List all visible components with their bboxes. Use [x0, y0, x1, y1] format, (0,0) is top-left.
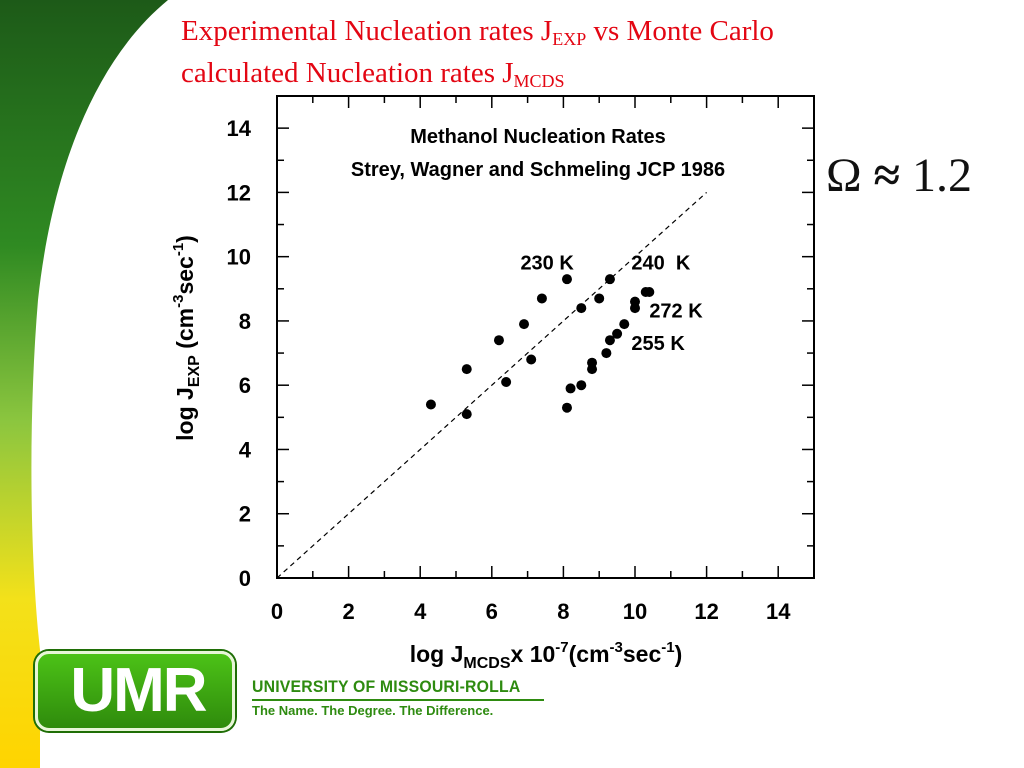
slide-title: Experimental Nucleation rates JEXP vs Mo…: [181, 10, 981, 94]
university-tagline: The Name. The Degree. The Difference.: [252, 703, 494, 718]
x-tick-label: 14: [766, 599, 791, 624]
data-point: [604, 274, 615, 285]
omega-equation: Ω ≈1.2: [826, 148, 972, 203]
data-point: [630, 303, 640, 314]
data-point: [587, 364, 598, 375]
data-point: [536, 293, 547, 304]
data-point: [526, 354, 537, 365]
data-point: [501, 376, 512, 387]
data-point: [619, 319, 630, 330]
data-point: [594, 293, 605, 304]
data-point: [604, 335, 615, 346]
data-point: [565, 383, 576, 394]
umr-logo: UMR: [35, 651, 235, 731]
slide-title-line-2: calculated Nucleation rates JMCDS: [181, 57, 565, 91]
umr-logo-text: UMR: [70, 656, 207, 725]
temperature-label: 272 K: [649, 301, 703, 323]
data-point: [425, 399, 436, 410]
y-tick-label: 12: [227, 180, 251, 205]
data-point: [561, 402, 572, 413]
x-tick-label: 10: [623, 599, 647, 624]
university-name: UNIVERSITY OF MISSOURI-ROLLA: [252, 677, 521, 696]
data-point: [561, 274, 572, 285]
y-tick-label: 8: [239, 309, 251, 334]
y-tick-label: 2: [239, 502, 251, 527]
x-tick-label: 2: [342, 599, 354, 624]
annotations: 230 K 240 K 272 K 255 K: [520, 253, 703, 355]
x-tick-label: 4: [414, 599, 427, 624]
temperature-label: 240 K: [631, 253, 690, 275]
y-tick-label: 4: [239, 437, 252, 462]
x-tick-label: 12: [694, 599, 718, 624]
temperature-label: 255 K: [631, 333, 685, 355]
tick-marks: [276, 95, 815, 579]
x-axis-label: log JMCDSx 10-7(cm-3sec-1): [410, 639, 683, 672]
data-point: [461, 364, 472, 375]
x-tick-label: 8: [557, 599, 569, 624]
data-point: [612, 328, 623, 339]
y-axis-label: log JEXP (cm-3sec-1): [170, 235, 203, 441]
data-point: [576, 303, 587, 314]
data-point: [576, 380, 587, 391]
y-tick-label: 14: [227, 116, 252, 141]
y-tick-label: 6: [239, 373, 251, 398]
chart-title-line-2: Strey, Wagner and Schmeling JCP 1986: [351, 159, 725, 181]
tick-labels: 0 2 4 6 8 10 12 14 0 2 4 6 8 10 12 14: [227, 116, 792, 624]
chart-title-line-1: Methanol Nucleation Rates: [410, 126, 666, 148]
omega-value: 1.2: [912, 149, 973, 202]
y-tick-label: 0: [239, 566, 251, 591]
temperature-label: 230 K: [520, 253, 574, 275]
data-points: [425, 274, 655, 420]
y-tick-label: 10: [227, 245, 251, 270]
university-divider: [252, 699, 544, 701]
data-point: [493, 335, 504, 346]
slide-title-line-1: Experimental Nucleation rates JEXP vs Mo…: [181, 15, 774, 49]
reference-diagonal-line: [276, 191, 708, 579]
omega-symbol: Ω: [826, 149, 862, 202]
x-tick-label: 6: [486, 599, 498, 624]
plot-frame: [276, 95, 815, 579]
data-point: [644, 287, 655, 298]
x-tick-label: 0: [271, 599, 283, 624]
data-point: [601, 348, 612, 359]
data-point: [461, 409, 472, 420]
approx-symbol: ≈: [873, 149, 901, 202]
data-point: [519, 319, 530, 330]
